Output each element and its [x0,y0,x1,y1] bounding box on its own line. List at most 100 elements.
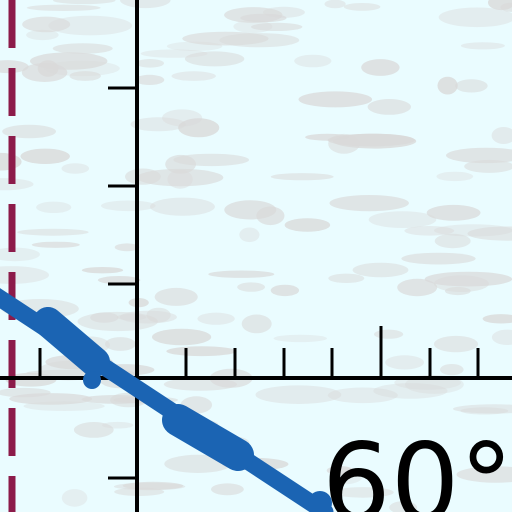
texture-speck [324,0,346,9]
texture-speck [434,224,512,237]
texture-speck [53,0,116,5]
texture-speck [255,385,342,405]
texture-speck [105,337,136,351]
texture-speck [29,52,108,70]
texture-speck [294,54,332,68]
texture-speck [343,3,381,11]
texture-speck [330,467,363,485]
texture-speck [367,99,411,115]
texture-speck [464,159,512,173]
texture-speck [298,91,373,108]
texture-speck [73,422,114,438]
texture-speck [328,273,365,283]
texture-speck [120,0,171,9]
texture-speck [2,124,56,139]
texture-speck [26,29,59,41]
texture-speck [166,346,237,357]
texture-speck [163,377,237,391]
texture-speck [224,7,283,23]
texture-speck [239,227,260,243]
texture-speck [26,4,101,11]
sloped-line [0,288,334,512]
texture-speck [20,148,70,164]
texture-speck [326,466,354,475]
texture-speck [385,355,424,370]
texture-speck [270,284,300,297]
texture-speck [154,287,198,306]
texture-speck [97,276,141,285]
texture-speck [184,51,245,67]
texture-speck [491,127,512,144]
texture-speck [251,22,303,31]
texture-speck [101,200,156,212]
texture-speck [178,118,220,138]
texture-speck [455,79,488,93]
texture-speck [270,173,334,181]
texture-speck [0,178,34,191]
angle-label: 60° [322,421,512,512]
texture-speck [119,310,177,324]
texture-speck [241,314,272,334]
texture-speck [173,153,249,167]
texture-speck [136,168,224,187]
texture-speck [69,71,101,81]
texture-speck [453,404,512,414]
texture-speck [491,329,512,345]
texture-speck [224,200,277,220]
texture-speck [90,312,119,323]
texture-speck [36,201,72,213]
texture-speck [134,74,165,85]
texture-speck [434,233,471,249]
texture-speck [426,204,481,221]
texture-speck [197,312,235,325]
texture-speck [208,270,275,278]
texture-speck [373,383,448,399]
texture-speck [136,59,164,68]
texture-speck [352,262,409,278]
texture-speck [361,59,400,76]
texture-speck [130,117,186,132]
texture-speck [374,329,404,339]
texture-speck [31,241,80,248]
texture-speck [237,282,265,292]
texture-speck [467,226,512,241]
texture-speck [433,335,479,353]
texture-speck [327,387,398,404]
texture-speck [171,71,216,81]
texture-speck [438,7,512,28]
texture-speck [211,483,244,496]
texture-speck [401,252,476,265]
texture-speck [81,267,124,274]
sloped-line-blob-2 [162,404,254,471]
texture-speck [397,278,438,297]
texture-speck [52,43,113,54]
texture-speck [460,407,509,415]
texture-speck [182,31,269,46]
texture-speck [329,195,409,212]
texture-speck [404,226,455,236]
texture-speck [61,163,90,174]
texture-speck [389,501,418,512]
texture-speck [146,307,171,323]
sloped-line-blob-1 [33,307,110,377]
texture-speck [332,487,394,498]
texture-speck [152,328,212,346]
texture-speck [0,387,51,398]
texture-speck [0,60,29,74]
texture-speck [81,395,149,404]
texture-speck [284,218,331,232]
texture-speck [22,16,71,33]
texture-speck [116,314,147,321]
sloped-line-blob-3 [83,371,101,389]
texture-speck [150,197,215,216]
texture-speck [0,266,49,284]
texture-speck [482,314,512,324]
texture-speck [433,275,489,293]
texture-speck [456,466,512,483]
texture-speck [166,41,223,51]
texture-speck [0,247,40,262]
texture-speck [61,489,88,507]
